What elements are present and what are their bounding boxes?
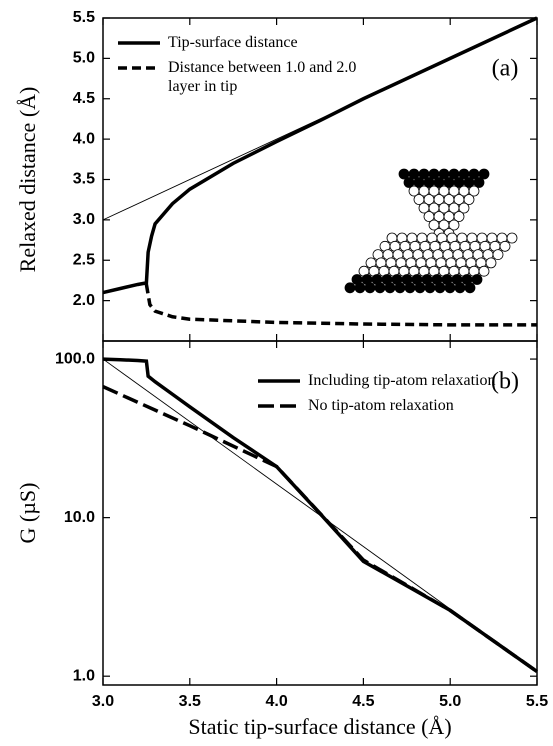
x-tick-label: 5.0 bbox=[439, 693, 461, 710]
atom bbox=[354, 282, 366, 294]
atom bbox=[473, 177, 485, 188]
y-tick-label: 4.0 bbox=[73, 130, 95, 147]
panel-label: (a) bbox=[492, 56, 519, 82]
plot-frame bbox=[102, 340, 538, 686]
atom bbox=[444, 282, 456, 294]
atom bbox=[468, 185, 480, 197]
atom bbox=[453, 211, 465, 222]
atom bbox=[374, 282, 386, 294]
x-tick-label: 3.0 bbox=[92, 693, 114, 710]
legend-label: Distance between 1.0 and 2.0 layer in ti… bbox=[168, 59, 357, 95]
y-axis-label: G (µS) bbox=[15, 483, 40, 544]
atom bbox=[414, 282, 426, 294]
legend-item: Including tip-atom relaxation bbox=[308, 372, 496, 389]
atom bbox=[478, 168, 490, 180]
y-tick-label: 4.5 bbox=[73, 90, 95, 107]
atom bbox=[384, 282, 396, 294]
x-tick-label: 5.5 bbox=[526, 693, 548, 710]
y-tick-label: 10.0 bbox=[64, 509, 95, 526]
atom bbox=[485, 257, 497, 269]
atom bbox=[458, 202, 470, 214]
atom bbox=[424, 282, 436, 294]
legend-label: No tip-atom relaxation bbox=[308, 397, 454, 414]
data-line bbox=[102, 385, 539, 673]
atom bbox=[499, 240, 511, 252]
atom bbox=[471, 274, 483, 285]
data-line bbox=[102, 16, 538, 295]
y-axis-label: Relaxed distance (Å) bbox=[15, 87, 40, 273]
atom bbox=[454, 282, 466, 294]
x-tick-label: 4.5 bbox=[352, 693, 374, 710]
atom bbox=[344, 282, 356, 294]
x-tick-label: 3.5 bbox=[179, 693, 201, 710]
atom bbox=[434, 282, 446, 294]
legend-item: No tip-atom relaxation bbox=[308, 397, 454, 414]
atom bbox=[364, 282, 376, 294]
x-tick-label: 4.0 bbox=[265, 693, 287, 710]
atom bbox=[478, 265, 490, 277]
atom bbox=[463, 194, 475, 205]
legend-label: Tip-surface distance bbox=[168, 34, 298, 51]
inset-illustration bbox=[344, 168, 518, 294]
data-line bbox=[144, 284, 537, 327]
y-tick-label: 2.5 bbox=[73, 251, 95, 268]
atom bbox=[492, 249, 504, 261]
atom bbox=[448, 219, 460, 231]
atom bbox=[394, 282, 406, 294]
panel-label: (b) bbox=[491, 369, 519, 395]
atom bbox=[404, 282, 416, 294]
legend-item: Tip-surface distance bbox=[168, 34, 298, 51]
reference-line bbox=[102, 17, 538, 221]
legend-label: Including tip-atom relaxation bbox=[308, 372, 496, 389]
y-tick-label: 5.0 bbox=[73, 50, 95, 67]
atom bbox=[464, 282, 476, 294]
y-tick-label: 100.0 bbox=[55, 350, 95, 367]
y-tick-label: 3.0 bbox=[73, 211, 95, 228]
y-tick-label: 2.0 bbox=[73, 292, 95, 309]
reference-line bbox=[102, 358, 538, 672]
legend-item: Distance between 1.0 and 2.0 layer in ti… bbox=[168, 59, 357, 95]
atom bbox=[506, 232, 518, 244]
y-tick-label: 3.5 bbox=[73, 171, 95, 188]
x-axis-label: Static tip-surface distance (Å) bbox=[188, 714, 451, 739]
y-tick-label: 5.5 bbox=[73, 9, 95, 26]
y-tick-label: 1.0 bbox=[73, 667, 95, 684]
